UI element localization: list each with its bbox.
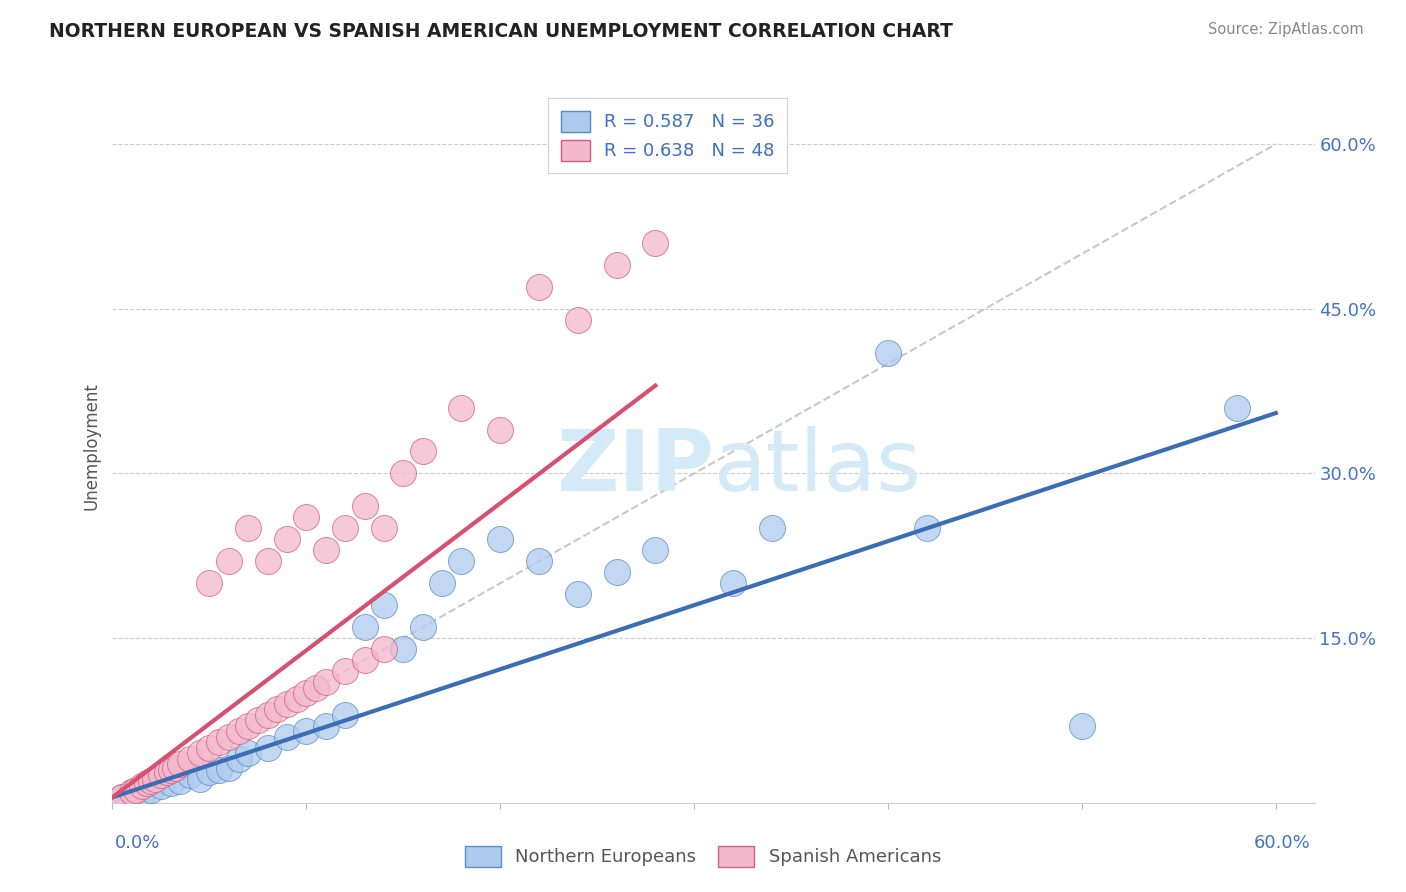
Point [169, 773, 191, 788]
Text: Source: ZipAtlas.com: Source: ZipAtlas.com [1208, 22, 1364, 37]
Point [159, 776, 181, 790]
Point [143, 772, 166, 786]
Point [125, 782, 148, 797]
Text: ZIP: ZIP [555, 425, 713, 509]
Point [276, 533, 298, 547]
Point [333, 664, 356, 678]
Point [527, 280, 550, 294]
Point [305, 681, 328, 695]
Legend: Northern Europeans, Spanish Americans: Northern Europeans, Spanish Americans [458, 838, 948, 874]
Point [373, 598, 395, 612]
Point [131, 787, 153, 801]
Point [163, 761, 186, 775]
Point [256, 708, 278, 723]
Point [198, 576, 221, 591]
Point [218, 761, 240, 775]
Point [373, 521, 395, 535]
Point [489, 423, 512, 437]
Point [179, 768, 201, 782]
Text: 60.0%: 60.0% [1254, 834, 1310, 852]
Point [228, 752, 250, 766]
Point [392, 467, 415, 481]
Point [238, 521, 260, 535]
Point [111, 790, 134, 805]
Point [606, 258, 628, 272]
Point [246, 714, 269, 728]
Point [295, 724, 318, 739]
Point [450, 401, 472, 415]
Point [606, 566, 628, 580]
Point [179, 752, 201, 766]
Point [315, 675, 337, 690]
Point [111, 790, 134, 805]
Point [131, 780, 153, 794]
Point [218, 554, 240, 568]
Point [333, 708, 356, 723]
Point [430, 576, 453, 591]
Point [412, 444, 434, 458]
Point [266, 702, 288, 716]
Point [353, 653, 375, 667]
Point [188, 747, 211, 761]
Point [198, 765, 221, 780]
Point [333, 521, 356, 535]
Point [208, 735, 231, 749]
Point [392, 642, 415, 657]
Point [373, 642, 395, 657]
Point [721, 576, 744, 591]
Point [149, 768, 172, 782]
Point [567, 312, 589, 326]
Legend: R = 0.587   N = 36, R = 0.638   N = 48: R = 0.587 N = 36, R = 0.638 N = 48 [548, 98, 787, 173]
Point [915, 521, 938, 535]
Point [136, 776, 159, 790]
Point [256, 554, 278, 568]
Point [353, 620, 375, 634]
Point [644, 235, 666, 250]
Point [149, 780, 172, 794]
Point [315, 719, 337, 733]
Point [295, 510, 318, 524]
Point [238, 719, 260, 733]
Point [527, 554, 550, 568]
Text: atlas: atlas [713, 425, 921, 509]
Point [156, 765, 179, 780]
Point [188, 772, 211, 786]
Point [141, 782, 163, 797]
Point [567, 587, 589, 601]
Point [285, 691, 308, 706]
Point [877, 345, 900, 359]
Text: NORTHERN EUROPEAN VS SPANISH AMERICAN UNEMPLOYMENT CORRELATION CHART: NORTHERN EUROPEAN VS SPANISH AMERICAN UN… [49, 22, 953, 41]
Text: 0.0%: 0.0% [115, 834, 160, 852]
Point [159, 763, 181, 777]
Point [761, 521, 783, 535]
Point [141, 773, 163, 788]
Point [121, 785, 143, 799]
Point [198, 740, 221, 755]
Point [295, 686, 318, 700]
Point [238, 747, 260, 761]
Point [412, 620, 434, 634]
Point [276, 730, 298, 744]
Point [169, 757, 191, 772]
Point [644, 543, 666, 558]
Point [1071, 719, 1094, 733]
Point [276, 697, 298, 711]
Point [315, 543, 337, 558]
Point [208, 763, 231, 777]
Point [1226, 401, 1249, 415]
Point [218, 730, 240, 744]
Point [353, 500, 375, 514]
Point [450, 554, 472, 568]
Point [228, 724, 250, 739]
Point [256, 740, 278, 755]
Point [489, 533, 512, 547]
Point [121, 785, 143, 799]
Y-axis label: Unemployment: Unemployment [83, 382, 101, 510]
